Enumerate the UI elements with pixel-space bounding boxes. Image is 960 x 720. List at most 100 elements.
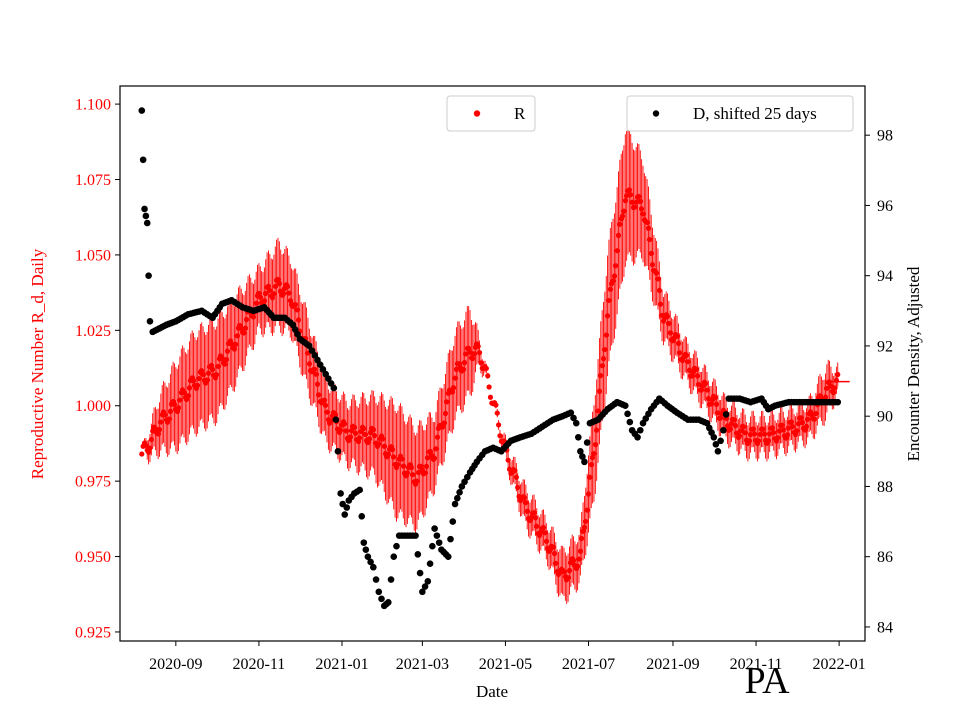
d-point [139, 156, 147, 164]
r-point [442, 410, 449, 417]
r-point [602, 346, 608, 353]
series-r [139, 127, 850, 604]
r-point [423, 463, 430, 470]
d-point [146, 318, 154, 325]
r-point [470, 355, 476, 362]
r-point [294, 307, 300, 313]
r-point [647, 236, 653, 243]
r-point [588, 461, 594, 468]
r-point [286, 290, 292, 296]
r-point [613, 263, 619, 269]
r-point [584, 507, 590, 513]
y-right-tick-label: 84 [877, 619, 893, 636]
y-axis-right: 84 86 88 90 92 94 96 98 [865, 128, 893, 636]
r-point [644, 219, 650, 226]
r-point [233, 341, 239, 348]
x-tick-label: 2022-01 [812, 656, 865, 673]
d-point [426, 560, 434, 568]
r-point [741, 424, 747, 430]
r-point [223, 356, 229, 363]
x-tick-label: 2021-01 [315, 656, 368, 673]
r-point [603, 332, 609, 338]
r-point [250, 314, 257, 320]
d-point [385, 599, 392, 606]
r-point [750, 426, 756, 432]
d-point [390, 553, 398, 560]
r-point [532, 515, 539, 521]
r-point [637, 198, 643, 204]
r-point [148, 436, 154, 443]
d-point [145, 272, 152, 279]
r-point [658, 301, 664, 307]
r-point [615, 232, 622, 238]
r-point [261, 298, 267, 304]
r-point [381, 443, 387, 449]
r-point [683, 352, 690, 358]
r-point [704, 387, 710, 393]
r-point [570, 557, 577, 564]
r-point [241, 330, 247, 336]
y-left-tick-label: 1.000 [75, 398, 111, 415]
r-point [186, 385, 193, 391]
d-point [362, 546, 370, 553]
r-point [483, 365, 489, 372]
d-point [141, 205, 148, 213]
r-point [685, 359, 691, 365]
r-point [323, 402, 329, 408]
r-point [713, 401, 720, 407]
d-point [387, 576, 395, 583]
r-point [628, 192, 634, 198]
d-point [447, 535, 454, 543]
d-point [424, 577, 432, 585]
r-point [594, 427, 600, 433]
r-point [461, 360, 468, 366]
r-point [780, 427, 786, 433]
d-point [714, 448, 722, 455]
r-point [204, 377, 210, 383]
r-point [607, 286, 613, 292]
r-point [604, 313, 611, 319]
r-point [314, 381, 321, 387]
r-point [215, 363, 221, 369]
r-point [579, 535, 585, 542]
d-point [433, 532, 441, 539]
r-point [185, 393, 191, 399]
r-point [171, 401, 178, 407]
x-tick-label: 2020-09 [149, 656, 202, 673]
r-point [649, 262, 656, 268]
d-point [834, 398, 842, 406]
r-point [611, 273, 617, 279]
r-point [664, 313, 671, 320]
r-point [576, 556, 582, 562]
r-point [487, 394, 494, 400]
r-point [645, 225, 652, 231]
d-point [337, 490, 344, 497]
r-point [380, 436, 386, 442]
r-point [372, 433, 378, 439]
r-point [622, 198, 628, 204]
d-point [449, 518, 457, 525]
r-point [779, 422, 785, 428]
r-point [434, 434, 440, 440]
r-point [619, 213, 626, 219]
r-point [831, 389, 837, 396]
r-point [784, 432, 790, 438]
d-point [636, 426, 644, 434]
r-point [513, 474, 519, 480]
r-point [534, 523, 540, 529]
d-point [332, 416, 340, 424]
d-point [451, 500, 459, 508]
r-point [675, 340, 682, 347]
r-point [196, 375, 202, 382]
r-point [606, 297, 612, 304]
r-point [343, 428, 349, 434]
r-point [205, 370, 212, 376]
r-point [666, 320, 672, 327]
d-point [456, 488, 463, 496]
r-point [316, 392, 322, 398]
d-point [577, 448, 584, 455]
r-point [775, 435, 781, 441]
r-point [742, 430, 748, 436]
r-point [486, 384, 492, 390]
d-point [372, 576, 380, 583]
